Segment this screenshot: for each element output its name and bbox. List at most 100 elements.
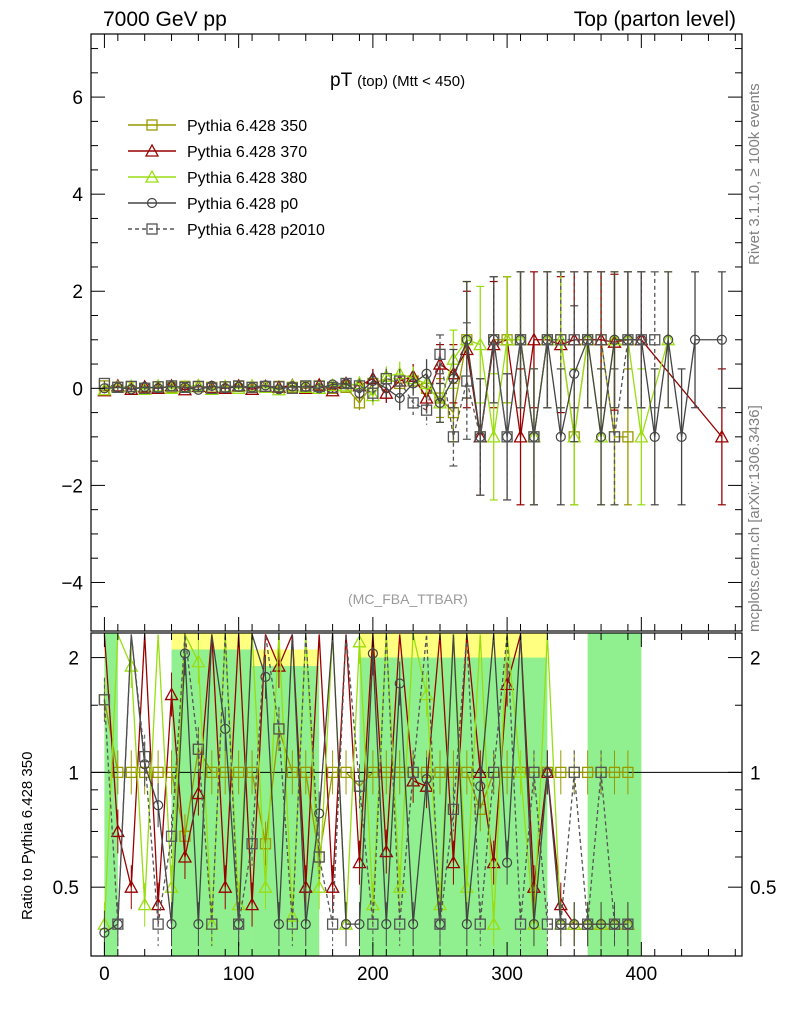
legend-label-1: Pythia 6.428 370 xyxy=(187,144,307,161)
series-2-ratio-point-29 xyxy=(486,916,501,930)
series-0-ratio-point-39 xyxy=(622,766,634,779)
series-4-point-7 xyxy=(192,380,205,393)
series-4-point-39 xyxy=(622,334,634,346)
series-4-ratio-point-3 xyxy=(139,750,151,763)
series-0-ratio-point-38 xyxy=(608,766,621,779)
series-4-point-12 xyxy=(259,380,272,393)
series-4-point-26 xyxy=(447,431,460,443)
series-3-point-44 xyxy=(689,334,701,345)
series-4-ratio-point-31 xyxy=(514,918,527,930)
plot-title-sub: (top) (Mtt < 450) xyxy=(357,73,466,90)
series-4-point-9 xyxy=(219,381,231,393)
series-4-point-41 xyxy=(649,334,661,346)
series-3-ratio-point-7 xyxy=(193,919,204,930)
series-4-point-10 xyxy=(232,380,245,392)
series-4-point-18 xyxy=(340,377,352,390)
legend-marker-4 xyxy=(146,223,158,235)
series-4-ratio-point-33 xyxy=(541,918,554,930)
plot-title-main: pT xyxy=(330,70,352,91)
series-4-ratio-point-8 xyxy=(206,918,218,930)
series-3-ratio-point-4 xyxy=(153,800,164,811)
series-1-point-11 xyxy=(244,381,260,395)
series-4-point-30 xyxy=(501,431,513,443)
series-4-point-11 xyxy=(246,381,258,393)
series-2-ratio-point-7 xyxy=(191,654,206,668)
series-4-point-21 xyxy=(380,372,392,385)
series-0-ratio-point-14 xyxy=(286,766,298,779)
series-4-ratio-point-4 xyxy=(152,918,164,930)
series-4-ratio-point-32 xyxy=(528,766,540,779)
series-0-ratio-point-10 xyxy=(232,766,245,779)
series-1-point-32 xyxy=(526,332,542,346)
series-3-ratio-point-32 xyxy=(528,919,540,930)
series-4-point-20 xyxy=(367,387,379,399)
series-4-line xyxy=(104,339,655,438)
series-0-ratio-point-17 xyxy=(326,766,339,779)
main-frame xyxy=(90,33,743,632)
series-4-ratio-point-38 xyxy=(608,918,621,930)
series-1-ratio-point-30 xyxy=(500,677,515,691)
series-3-ratio-point-5 xyxy=(166,919,177,930)
legend-label-4: Pythia 6.428 p2010 xyxy=(187,222,325,239)
series-3-point-22 xyxy=(394,392,405,404)
series-4-ratio-point-22 xyxy=(394,918,406,930)
series-4-point-17 xyxy=(326,381,339,393)
main-ytick-label-5: 6 xyxy=(72,88,83,109)
series-2-ratio-point-22 xyxy=(392,879,407,893)
xtick-label-0: 0 xyxy=(99,964,110,985)
series-0-ratio-point-11 xyxy=(246,766,258,779)
series-1-ratio-point-9 xyxy=(218,879,233,893)
ratio-ytick-label-left-1: 1 xyxy=(68,763,79,784)
series-3-ratio-point-22 xyxy=(394,678,405,689)
series-3-point-34 xyxy=(555,431,566,442)
series-0-ratio-point-18 xyxy=(340,766,352,779)
ratio-ytick-label-right-1: 1 xyxy=(750,763,761,784)
series-4-ratio-point-35 xyxy=(568,766,580,779)
ratio-ytick-label-right-0: 0.5 xyxy=(750,878,776,899)
series-1-ratio-point-11 xyxy=(244,897,260,911)
series-4-point-27 xyxy=(461,375,473,387)
series-3-ratio-point-20 xyxy=(367,648,378,659)
series-4-ratio-point-13 xyxy=(273,723,285,735)
series-1-point-41 xyxy=(714,429,729,443)
series-1-ratio-point-17 xyxy=(325,879,340,893)
series-4-ratio-point-28 xyxy=(474,918,486,930)
series-1-ratio-point-5 xyxy=(164,687,179,701)
series-4-point-23 xyxy=(407,397,419,409)
series-4-point-33 xyxy=(541,334,554,346)
series-2-point-3 xyxy=(137,381,152,395)
series-4-point-34 xyxy=(555,334,567,346)
series-3-ratio-point-13 xyxy=(273,919,285,930)
series-4-point-35 xyxy=(568,334,580,346)
series-4-point-31 xyxy=(514,334,527,346)
ratio-y-axis-label: Ratio to Pythia 6.428 350 xyxy=(19,751,36,920)
rivet-label: Rivet 3.1.10, ≥ 100k events xyxy=(746,83,763,265)
series-4-point-2 xyxy=(125,380,137,393)
series-1-ratio-point-13 xyxy=(271,658,287,672)
series-0-ratio-point-36 xyxy=(581,766,594,779)
xtick-label-3: 300 xyxy=(491,964,523,985)
series-1-ratio-point-15 xyxy=(298,879,313,893)
series-3-point-24 xyxy=(421,368,432,379)
series-4-point-29 xyxy=(488,334,500,346)
series-3-ratio-point-18 xyxy=(340,919,352,930)
series-3-point-25 xyxy=(434,397,446,408)
series-4-point-40 xyxy=(635,334,647,346)
ratio-ytick-label-left-0: 0.5 xyxy=(53,878,79,899)
legend-label-2: Pythia 6.428 380 xyxy=(187,170,307,187)
series-4-point-8 xyxy=(206,382,218,394)
series-4-ratio-point-34 xyxy=(555,918,567,930)
series-3-point-26 xyxy=(448,373,459,384)
series-3-ratio-point-30 xyxy=(502,857,513,868)
series-0-ratio-point-25 xyxy=(434,766,446,779)
series-4-ratio-point-14 xyxy=(286,918,298,930)
series-3-ratio-point-6 xyxy=(179,648,191,659)
series-3-point-38 xyxy=(609,334,620,345)
series-2-point-5 xyxy=(164,380,179,394)
series-4-point-3 xyxy=(139,382,151,394)
main-ytick-label-2: 0 xyxy=(72,379,83,400)
series-1-point-25 xyxy=(432,356,448,370)
series-2-ratio-point-5 xyxy=(164,879,179,893)
series-2-ratio-point-12 xyxy=(258,879,273,893)
